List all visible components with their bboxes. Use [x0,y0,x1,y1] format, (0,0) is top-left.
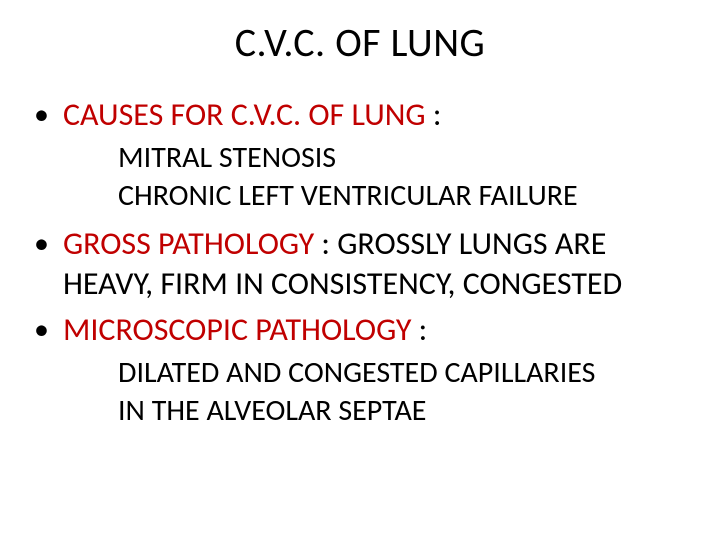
bullet-text: GROSS PATHOLOGY : GROSSLY LUNGS ARE HEAV… [63,224,700,304]
sub-content: MITRAL STENOSIS CHRONIC LEFT VENTRICULAR… [30,139,700,214]
heading-red: MICROSCOPIC PATHOLOGY [63,310,411,349]
sub-line: DILATED AND CONGESTED CAPILLARIES [118,354,700,392]
bullet-text: MICROSCOPIC PATHOLOGY : [63,310,700,350]
sub-content: DILATED AND CONGESTED CAPILLARIES IN THE… [30,354,700,429]
sub-line: MITRAL STENOSIS [118,139,700,177]
bullet-item: • MICROSCOPIC PATHOLOGY : [30,310,700,350]
bullet-marker: • [34,224,49,263]
colon: : [314,224,337,263]
sub-line: IN THE ALVEOLAR SEPTAE [118,392,700,430]
colon: : [426,95,442,134]
colon: : [411,310,427,349]
bullet-marker: • [34,310,49,349]
bullet-item: • GROSS PATHOLOGY : GROSSLY LUNGS ARE HE… [30,224,700,304]
sub-line: CHRONIC LEFT VENTRICULAR FAILURE [118,177,700,215]
heading-red: GROSS PATHOLOGY [63,224,314,263]
bullet-marker: • [34,95,49,134]
bullet-item: • CAUSES FOR C.V.C. OF LUNG : [30,95,700,135]
slide-title: C.V.C. OF LUNG [0,18,720,67]
bullet-text: CAUSES FOR C.V.C. OF LUNG : [63,95,700,135]
slide-content: • CAUSES FOR C.V.C. OF LUNG : MITRAL STE… [0,95,720,429]
heading-red: CAUSES FOR C.V.C. OF LUNG [63,95,426,134]
